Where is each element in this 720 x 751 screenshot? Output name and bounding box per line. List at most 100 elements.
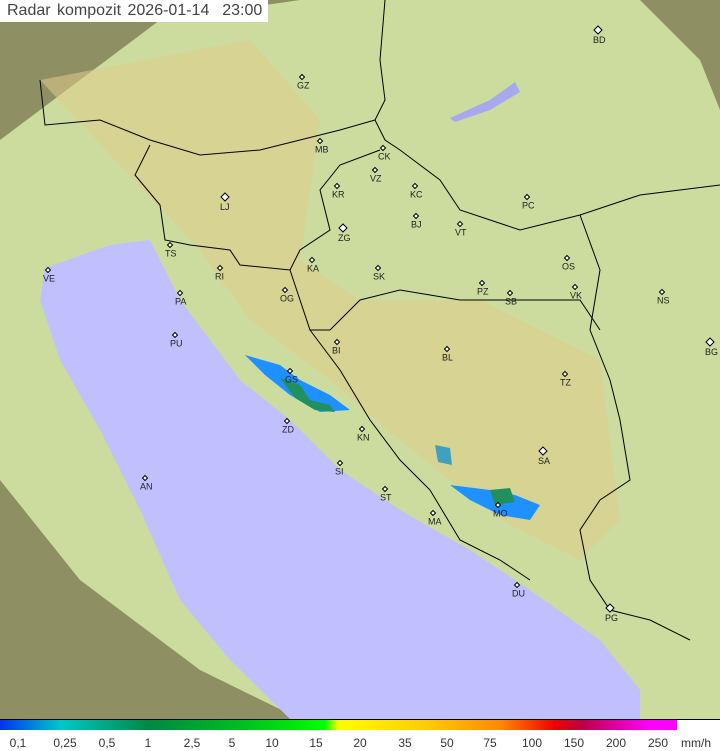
scale-tick: 250 [647,736,669,750]
city-label: KN [357,433,370,443]
city-marker-icon [593,25,603,35]
city-label: ZD [282,425,294,435]
radar-map: GZ BD MB CK VZ KR KC PC LJ BJ ZG VT TS VE RI KA SK OS PZ SB… [0,0,720,720]
city-marker-icon [166,241,174,249]
scale-tick: 75 [483,736,497,750]
scale-tick: 0,25 [53,736,77,750]
scale-tick: 2,5 [183,736,201,750]
city-label: RI [215,272,224,282]
hills-shading [40,40,620,560]
city-label: NS [657,296,670,306]
city-label: AN [140,482,153,492]
city-marker-icon [563,254,571,262]
city-label: BL [442,353,453,363]
city-marker-icon [308,256,316,264]
city-label: KC [410,190,423,200]
city-marker-icon [538,446,548,456]
city-label: PZ [477,287,489,297]
city-marker-icon [281,286,289,294]
scale-tick: 100 [521,736,543,750]
city-marker-icon [220,192,230,202]
city-markers: GZ BD MB CK VZ KR KC PC LJ BJ ZG VT TS VE RI KA SK OS PZ SB… [43,25,718,623]
city-marker-icon [286,367,294,375]
city-marker-icon [412,212,420,220]
city-marker-icon [358,425,366,433]
city-marker-icon [379,144,387,152]
city-label: GZ [297,81,310,91]
city-label: TS [165,249,177,259]
city-marker-icon [371,166,379,174]
scale-tick: 150 [563,736,585,750]
city-marker-icon [705,337,715,347]
city-label: VE [43,274,55,284]
city-label: BG [705,347,718,357]
scale-unit: mm/h [681,736,711,750]
city-label: OS [562,262,575,272]
scale-tick: 1 [144,736,152,750]
city-label: MB [315,145,329,155]
city-marker-icon [44,266,52,274]
lake-balaton [450,82,520,122]
precipitation-echoes [245,355,540,520]
map-title: Radar kompozit 2026-01-14 23:00 [0,0,268,22]
city-marker-icon [336,459,344,467]
city-label: CK [378,152,391,162]
city-label: BD [593,35,606,45]
city-label: KA [307,264,319,274]
scale-tick: 35 [398,736,412,750]
city-label: MA [428,517,442,527]
city-label: VT [455,228,467,238]
city-marker-icon [283,417,291,425]
city-label: DU [512,589,525,599]
city-marker-icon [298,73,306,81]
title-date: 2026-01-14 [127,2,210,19]
city-label: GS [285,375,298,385]
city-label: ST [380,493,392,503]
city-marker-icon [176,289,184,297]
city-label: SK [373,272,385,282]
precipitation-color-scale [0,720,677,730]
city-marker-icon [429,509,437,517]
city-label: LJ [220,202,230,212]
city-label: VZ [370,174,382,184]
city-marker-icon [171,331,179,339]
city-marker-icon [316,137,324,145]
scale-tick: 0,1 [9,736,27,750]
city-marker-icon [513,581,521,589]
scale-tick: 200 [605,736,627,750]
city-label: TZ [560,378,571,388]
city-marker-icon [605,603,615,613]
city-label: BI [332,346,341,356]
city-label: SB [505,297,517,307]
city-label: PU [170,339,183,349]
scale-tick: 15 [309,736,323,750]
city-marker-icon [411,182,419,190]
city-marker-icon [338,223,348,233]
scale-tick: 10 [265,736,279,750]
scale-tick: 20 [353,736,367,750]
scale-tick: 50 [440,736,454,750]
scale-tick: 0,5 [98,736,116,750]
city-label: ZG [338,233,351,243]
city-label: MO [493,509,508,519]
scale-tick: 5 [228,736,236,750]
title-label: Radar kompozit [7,2,122,19]
city-label: PC [522,201,535,211]
country-borders [39,0,720,641]
city-label: PA [175,297,186,307]
city-marker-icon [561,370,569,378]
city-marker-icon [506,289,514,297]
title-time: 23:00 [222,2,263,19]
city-marker-icon [456,220,464,228]
city-marker-icon [658,288,666,296]
adriatic-sea [40,240,640,719]
city-marker-icon [381,485,389,493]
city-marker-icon [523,193,531,201]
city-label: BJ [411,220,422,230]
city-label: SI [335,467,344,477]
city-marker-icon [571,283,579,291]
city-marker-icon [443,345,451,353]
city-label: OG [280,294,294,304]
city-label: KR [332,190,345,200]
city-marker-icon [216,264,224,272]
